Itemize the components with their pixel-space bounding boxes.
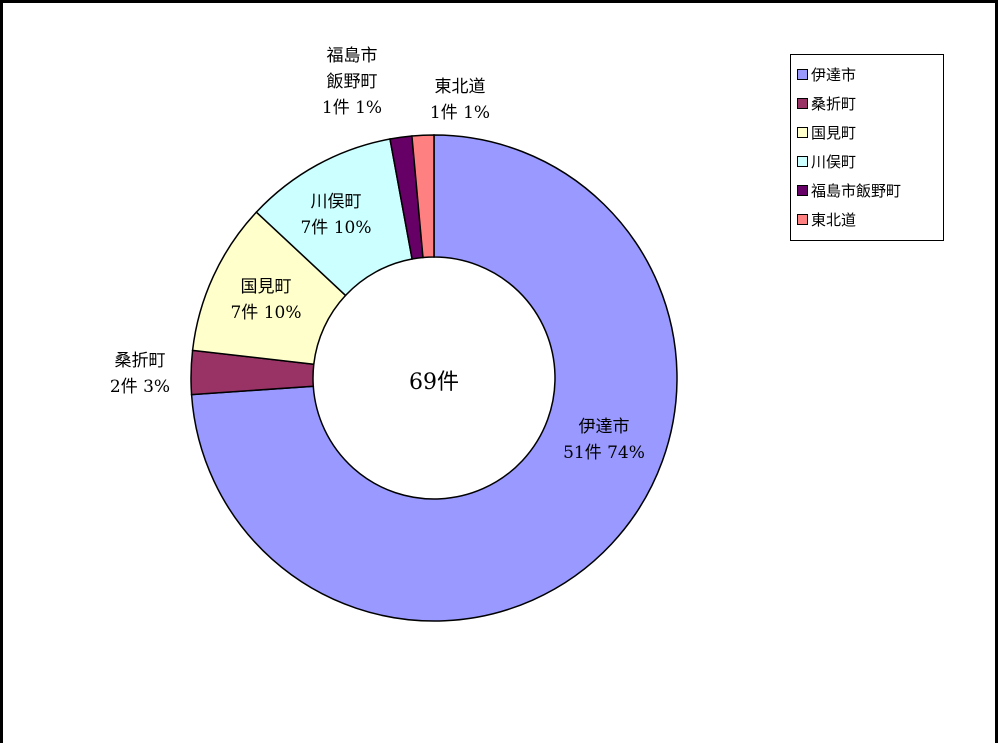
data-label: 伊達市 51件 74% [563,414,645,466]
data-label: 桑折町 2件 3% [110,348,170,400]
center-label: 69件 [409,370,459,395]
data-label-category: 国見町 [240,277,292,297]
legend-item: 川俣町 [797,148,943,177]
data-label-value: 1件 1% [321,98,383,118]
legend-item: 福島市飯野町 [797,177,943,206]
legend-label: 東北道 [811,211,857,229]
legend-item: 東北道 [797,206,943,235]
legend-swatch [797,97,808,109]
data-label: 川俣町 7件 10% [300,189,371,241]
legend-item: 国見町 [797,119,943,148]
data-label: 福島市飯野町 1件 1% [322,43,382,121]
data-label-category: 川俣町 [310,192,362,212]
legend-label: 桑折町 [811,95,857,113]
legend-swatch [797,184,808,196]
data-label: 東北道 1件 1% [430,74,490,126]
data-label-value: 2件 3% [109,377,171,397]
data-label-category: 桑折町 [114,351,166,371]
legend-label: 福島市飯野町 [811,182,902,200]
legend-label: 国見町 [811,124,857,142]
data-label: 国見町 7件 10% [230,274,301,326]
data-label-category: 福島市飯野町 [326,46,378,92]
legend-label: 川俣町 [811,153,857,171]
data-label-category: 東北道 [434,77,486,97]
data-label-value: 51件 74% [563,443,645,463]
data-label-value: 7件 10% [230,303,302,323]
legend-swatch [797,126,808,138]
data-label-value: 1件 1% [429,103,491,123]
legend-swatch [797,68,808,80]
legend-swatch [797,213,808,225]
donut-slice [190,134,678,622]
data-label-category: 伊達市 [578,417,630,437]
legend-label: 伊達市 [811,66,857,84]
legend-swatch [797,155,808,167]
donut-slice [411,134,435,259]
legend: 伊達市桑折町国見町川俣町福島市飯野町 東北道 [790,54,944,241]
data-label-value: 7件 10% [300,218,372,238]
legend-item: 桑折町 [797,90,943,119]
legend-item: 伊達市 [797,61,943,90]
